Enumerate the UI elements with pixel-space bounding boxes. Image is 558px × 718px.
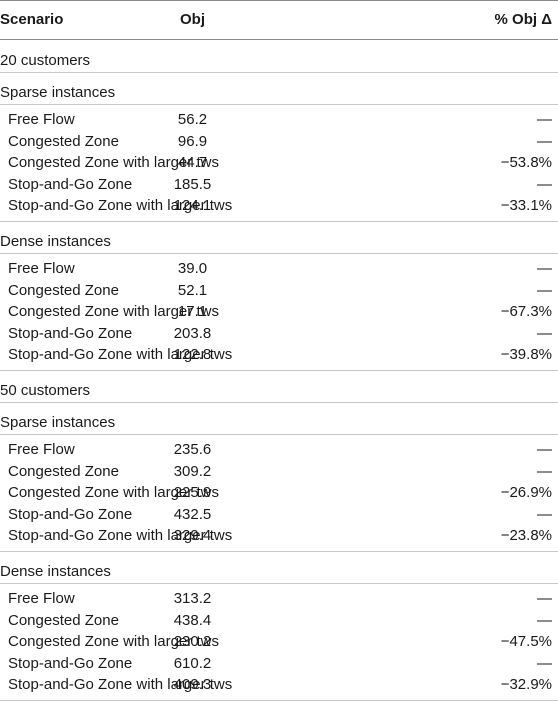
header-obj: Obj <box>180 11 205 28</box>
row-delta: — <box>537 463 552 480</box>
row-obj: 44.7 <box>177 154 208 171</box>
row-scenario: Stop-and-Go Zone <box>8 176 133 193</box>
subgroup-label: Dense instances <box>0 563 111 580</box>
row-obj: 122.8 <box>173 346 212 363</box>
row-scenario: Congested Zone <box>8 133 119 150</box>
subgroup-label: Sparse instances <box>0 414 116 431</box>
block-rule <box>0 551 558 552</box>
row-obj: 52.1 <box>177 282 208 299</box>
row-obj: 17.1 <box>177 303 208 320</box>
row-scenario: Free Flow <box>8 441 75 458</box>
row-obj: 225.9 <box>173 484 212 501</box>
row-delta: — <box>537 612 552 629</box>
group-label: 50 customers <box>0 382 91 399</box>
row-delta: −67.3% <box>500 303 552 320</box>
row-obj: 432.5 <box>173 506 212 523</box>
row-scenario: Stop-and-Go Zone <box>8 325 133 342</box>
row-obj: 185.5 <box>173 176 212 193</box>
header-rule <box>0 39 558 40</box>
subgroup-rule <box>0 583 558 584</box>
row-scenario: Free Flow <box>8 111 75 128</box>
block-rule <box>0 370 558 371</box>
row-obj: 610.2 <box>173 655 212 672</box>
subgroup-rule <box>0 434 558 435</box>
table-top-rule <box>0 0 558 1</box>
row-delta: −32.9% <box>500 676 552 693</box>
row-delta: — <box>537 325 552 342</box>
row-scenario: Stop-and-Go Zone <box>8 506 133 523</box>
row-delta: −39.8% <box>500 346 552 363</box>
row-delta: — <box>537 590 552 607</box>
row-delta: — <box>537 260 552 277</box>
row-scenario: Stop-and-Go Zone <box>8 655 133 672</box>
row-obj: 329.4 <box>173 527 212 544</box>
row-delta: −26.9% <box>500 484 552 501</box>
subgroup-label: Dense instances <box>0 233 111 250</box>
row-delta: −53.8% <box>500 154 552 171</box>
row-delta: — <box>537 133 552 150</box>
header-obj-delta: % Obj Δ <box>494 11 552 28</box>
subgroup-rule <box>0 253 558 254</box>
row-scenario: Congested Zone with larger tws <box>8 633 219 650</box>
row-obj: 124.1 <box>173 197 212 214</box>
row-obj: 409.3 <box>173 676 212 693</box>
row-scenario: Stop-and-Go Zone with larger tws <box>8 197 233 214</box>
row-delta: — <box>537 282 552 299</box>
group-rule <box>0 72 558 73</box>
row-scenario: Congested Zone <box>8 463 119 480</box>
row-delta: — <box>537 655 552 672</box>
row-scenario: Free Flow <box>8 260 75 277</box>
row-scenario: Stop-and-Go Zone with larger tws <box>8 346 233 363</box>
block-rule <box>0 221 558 222</box>
group-rule <box>0 402 558 403</box>
row-obj: 230.2 <box>173 633 212 650</box>
row-delta: −33.1% <box>500 197 552 214</box>
row-scenario: Congested Zone <box>8 612 119 629</box>
row-scenario: Congested Zone with larger tws <box>8 303 219 320</box>
row-scenario: Stop-and-Go Zone with larger tws <box>8 676 233 693</box>
row-obj: 56.2 <box>177 111 208 128</box>
header-scenario: Scenario <box>0 11 64 28</box>
group-label: 20 customers <box>0 52 91 69</box>
row-scenario: Congested Zone with larger tws <box>8 484 219 501</box>
subgroup-label: Sparse instances <box>0 84 116 101</box>
row-delta: — <box>537 441 552 458</box>
row-obj: 438.4 <box>173 612 212 629</box>
row-obj: 96.9 <box>177 133 208 150</box>
row-delta: −23.8% <box>500 527 552 544</box>
row-obj: 235.6 <box>173 441 212 458</box>
subgroup-rule <box>0 104 558 105</box>
row-delta: — <box>537 506 552 523</box>
row-scenario: Congested Zone with larger tws <box>8 154 219 171</box>
block-rule <box>0 700 558 701</box>
row-scenario: Congested Zone <box>8 282 119 299</box>
row-delta: −47.5% <box>500 633 552 650</box>
row-obj: 309.2 <box>173 463 212 480</box>
row-delta: — <box>537 176 552 193</box>
row-obj: 39.0 <box>177 260 208 277</box>
row-obj: 313.2 <box>173 590 212 607</box>
row-scenario: Free Flow <box>8 590 75 607</box>
row-delta: — <box>537 111 552 128</box>
row-obj: 203.8 <box>173 325 212 342</box>
row-scenario: Stop-and-Go Zone with larger tws <box>8 527 233 544</box>
